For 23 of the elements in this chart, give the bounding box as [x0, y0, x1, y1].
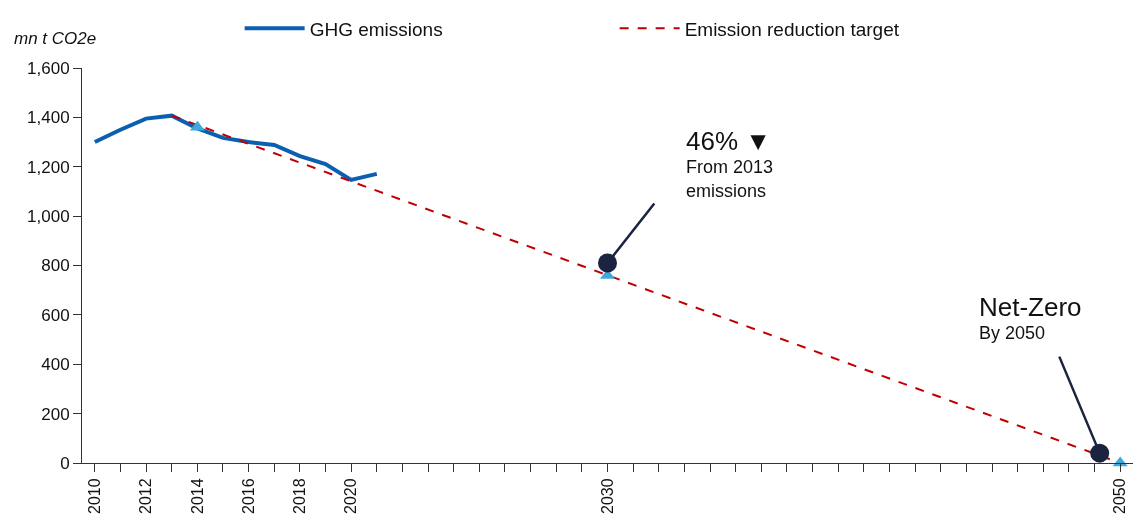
x-tick-label: 2012	[137, 478, 155, 514]
x-tick-label: 2050	[1111, 478, 1129, 514]
x-tick-label: 2010	[86, 478, 104, 514]
y-tick-label: 600	[41, 305, 70, 325]
x-tick-label: 2020	[342, 478, 360, 514]
annotation: 46% ▼ From 2013 emissions	[686, 126, 774, 201]
y-tick-label: 1,600	[27, 58, 70, 78]
y-tick-label: 0	[60, 453, 70, 473]
y-tick-label: 200	[41, 404, 70, 424]
y-tick-label: 1,200	[27, 157, 70, 177]
x-tick-label: 2018	[291, 478, 309, 514]
x-tick-label: 2030	[598, 478, 616, 514]
y-tick-label: 800	[41, 256, 70, 276]
line-series	[92, 113, 379, 182]
y-tick-label: 400	[41, 355, 70, 375]
y-axis-title: mn t CO2e	[14, 29, 97, 48]
x-tick-label: 2016	[239, 478, 257, 514]
annotation: Net-Zero By 2050	[979, 292, 1082, 344]
x-tick-label: 2014	[188, 478, 206, 514]
y-tick-label: 1,000	[27, 207, 70, 227]
legend-label: GHG emissions	[309, 18, 443, 40]
legend-label: Emission reduction target	[684, 18, 900, 40]
y-tick-label: 1,400	[27, 108, 70, 128]
